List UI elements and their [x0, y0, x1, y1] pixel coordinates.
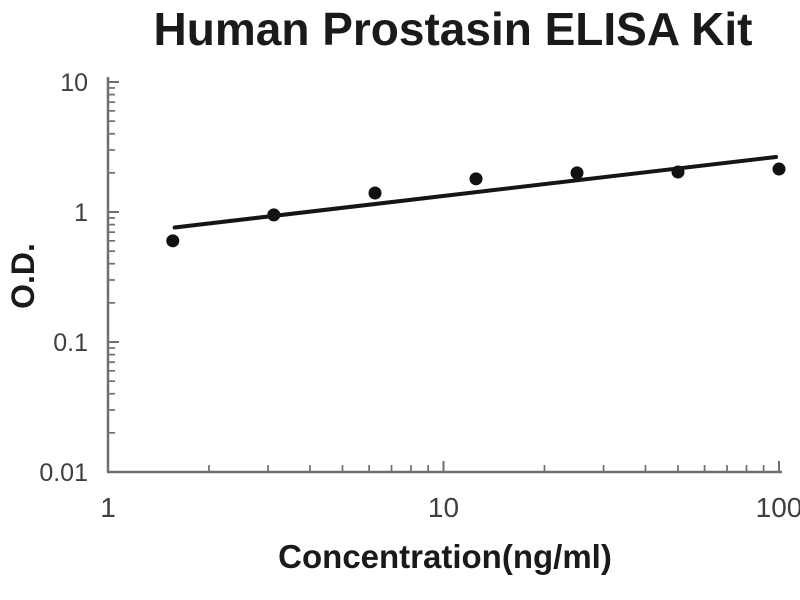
- chart-title: Human Prostasin ELISA Kit: [153, 3, 753, 55]
- x-tick-label: 10: [428, 492, 459, 523]
- data-point: [368, 186, 382, 200]
- fit-line: [172, 154, 779, 230]
- x-axis-label: Concentration(ng/ml): [278, 538, 612, 575]
- data-point: [570, 166, 584, 180]
- x-tick-label: 100: [756, 492, 800, 523]
- y-tick-label: 0.1: [53, 329, 88, 357]
- x-tick-label: 1: [100, 492, 116, 523]
- y-tick-label: 0.01: [39, 459, 88, 487]
- data-point: [469, 172, 483, 186]
- data-point: [166, 234, 180, 248]
- y-tick-label: 1: [74, 199, 88, 227]
- data-point: [772, 162, 786, 176]
- y-tick-label: 10: [60, 69, 88, 97]
